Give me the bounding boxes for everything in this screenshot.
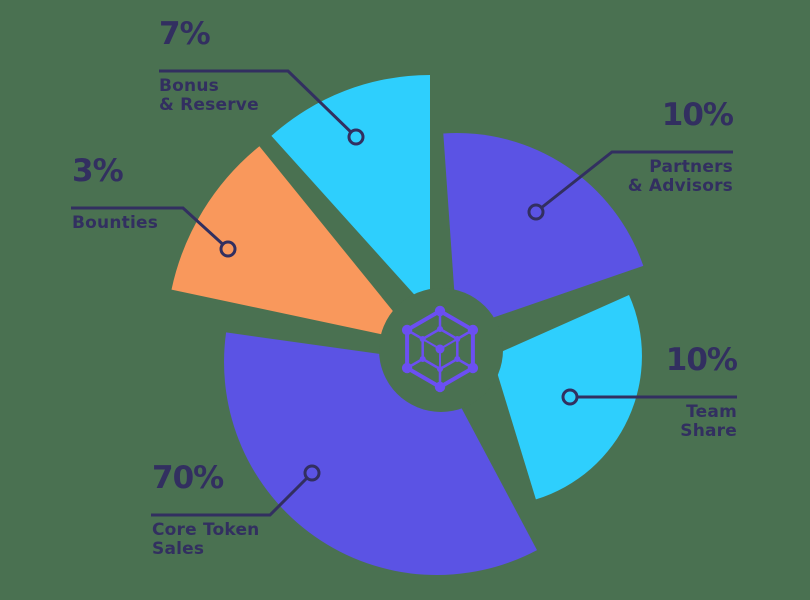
pct-label-bounties: 3%: [72, 153, 124, 189]
marker-dot-bonus-reserve: [347, 128, 365, 146]
marker-dot-core-token-sales: [303, 464, 321, 482]
marker-dot-partners-advisors: [527, 203, 545, 221]
pie-slice-bonus-reserve: [271, 75, 430, 312]
leader-line-bounties: [71, 206, 230, 251]
pct-label-partners-advisors: 10%: [661, 97, 734, 133]
slice-label-team-share: Team Share: [680, 402, 737, 441]
leader-line-partners-advisors: [535, 150, 733, 214]
pie-slice-core-token-sales: [224, 332, 537, 576]
slice-label-bounties: Bounties: [72, 213, 159, 233]
slice-label-bonus-reserve: Bonus & Reserve: [159, 76, 259, 115]
pct-label-bonus-reserve: 7%: [159, 16, 211, 52]
pie-slices: [171, 75, 644, 576]
slice-label-partners-advisors: Partners & Advisors: [627, 157, 733, 196]
marker-dot-team-share: [561, 388, 579, 406]
hexagon-network-icon: [401, 305, 479, 393]
slice-label-core-token-sales: Core Token Sales: [152, 520, 260, 559]
pie-slice-partners-advisors: [443, 133, 644, 330]
pct-label-team-share: 10%: [665, 342, 738, 378]
leader-line-core-token-sales: [151, 471, 314, 517]
leader-line-bonus-reserve: [159, 69, 358, 139]
pie-slice-bounties: [171, 146, 418, 342]
callout-leader-lines: [71, 69, 737, 517]
marker-dot-bounties: [219, 240, 237, 258]
pct-label-core-token-sales: 70%: [152, 460, 224, 496]
